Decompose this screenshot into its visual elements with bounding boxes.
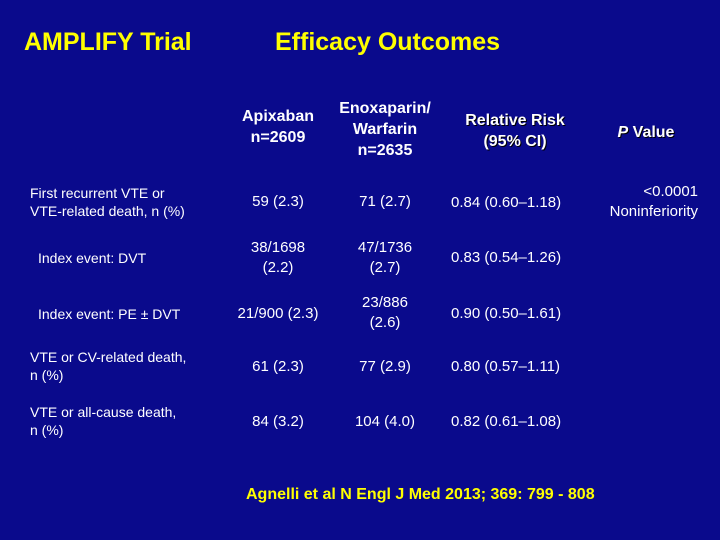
cell-enoxaparin: 23/886 (2.6) xyxy=(330,293,440,333)
cell-line: 38/1698 xyxy=(250,239,306,256)
cell-line: 23/886 xyxy=(362,294,408,311)
cell-apixaban: 59 (2.3) xyxy=(252,193,304,210)
header-rr-line: Relative Risk xyxy=(465,112,565,129)
header-apixaban-line: n=2609 xyxy=(250,129,306,146)
row-label-line: Index event: PE ± DVT xyxy=(38,306,181,322)
cell-apixaban: 38/1698 (2.2) xyxy=(228,238,328,278)
header-enoxaparin-line: Warfarin xyxy=(352,121,418,138)
cell-apixaban: 61 (2.3) xyxy=(252,358,304,375)
header-p-rest: Value xyxy=(628,124,675,141)
citation: Agnelli et al N Engl J Med 2013; 369: 79… xyxy=(246,486,595,503)
header-enoxaparin-line: Enoxaparin/ xyxy=(339,100,431,117)
header-rr-line: (95% CI) xyxy=(483,133,547,150)
cell-line: (2.6) xyxy=(369,314,401,331)
cell-enoxaparin: 104 (4.0) xyxy=(354,413,416,430)
header-p-italic: P xyxy=(617,124,629,141)
row-label-line: n (%) xyxy=(30,422,64,438)
header-apixaban-line: Apixaban xyxy=(241,108,314,125)
cell-relative-risk: 0.90 (0.50–1.61) xyxy=(451,305,562,322)
row-label-line: VTE-related death, n (%) xyxy=(30,203,185,219)
cell-line: 47/1736 xyxy=(357,239,413,256)
row-label-line: VTE or all-cause death, xyxy=(30,404,177,420)
header-apixaban: Apixaban n=2609 xyxy=(228,106,328,148)
row-label-vte-all-cause-death: VTE or all-cause death, n (%) xyxy=(30,403,176,439)
slide-title: Efficacy Outcomes xyxy=(275,28,501,56)
p-value-line: <0.0001 xyxy=(643,183,698,200)
row-label-vte-cv-death: VTE or CV-related death, n (%) xyxy=(30,348,186,384)
row-label-line: First recurrent VTE or xyxy=(30,185,165,201)
cell-enoxaparin: 47/1736 (2.7) xyxy=(330,238,440,278)
cell-line: (2.7) xyxy=(369,259,401,276)
cell-line: (2.2) xyxy=(262,259,294,276)
row-label-index-dvt: Index event: DVT xyxy=(38,249,146,267)
cell-apixaban: 21/900 (2.3) xyxy=(237,305,319,322)
cell-enoxaparin: 77 (2.9) xyxy=(359,358,411,375)
p-value-line: Noninferiority xyxy=(609,203,698,220)
row-label-line: VTE or CV-related death, xyxy=(30,349,187,365)
cell-relative-risk: 0.82 (0.61–1.08) xyxy=(451,413,562,430)
header-p-value: P Value xyxy=(606,122,686,143)
row-label-first-recurrent: First recurrent VTE or VTE-related death… xyxy=(30,184,185,220)
cell-relative-risk: 0.80 (0.57–1.11) xyxy=(451,358,560,375)
header-relative-risk: Relative Risk (95% CI) xyxy=(450,110,580,152)
row-label-line: n (%) xyxy=(30,367,64,383)
cell-apixaban: 84 (3.2) xyxy=(252,413,304,430)
header-enoxaparin-line: n=2635 xyxy=(357,142,413,159)
row-label-line: Index event: DVT xyxy=(38,250,147,266)
header-enoxaparin: Enoxaparin/ Warfarin n=2635 xyxy=(320,98,450,161)
cell-p-value: <0.0001 Noninferiority xyxy=(586,182,698,222)
trial-name: AMPLIFY Trial xyxy=(24,28,192,56)
cell-relative-risk: 0.84 (0.60–1.18) xyxy=(451,194,562,211)
cell-relative-risk: 0.83 (0.54–1.26) xyxy=(451,249,562,266)
row-label-index-pe: Index event: PE ± DVT xyxy=(38,305,180,323)
cell-enoxaparin: 71 (2.7) xyxy=(359,193,411,210)
